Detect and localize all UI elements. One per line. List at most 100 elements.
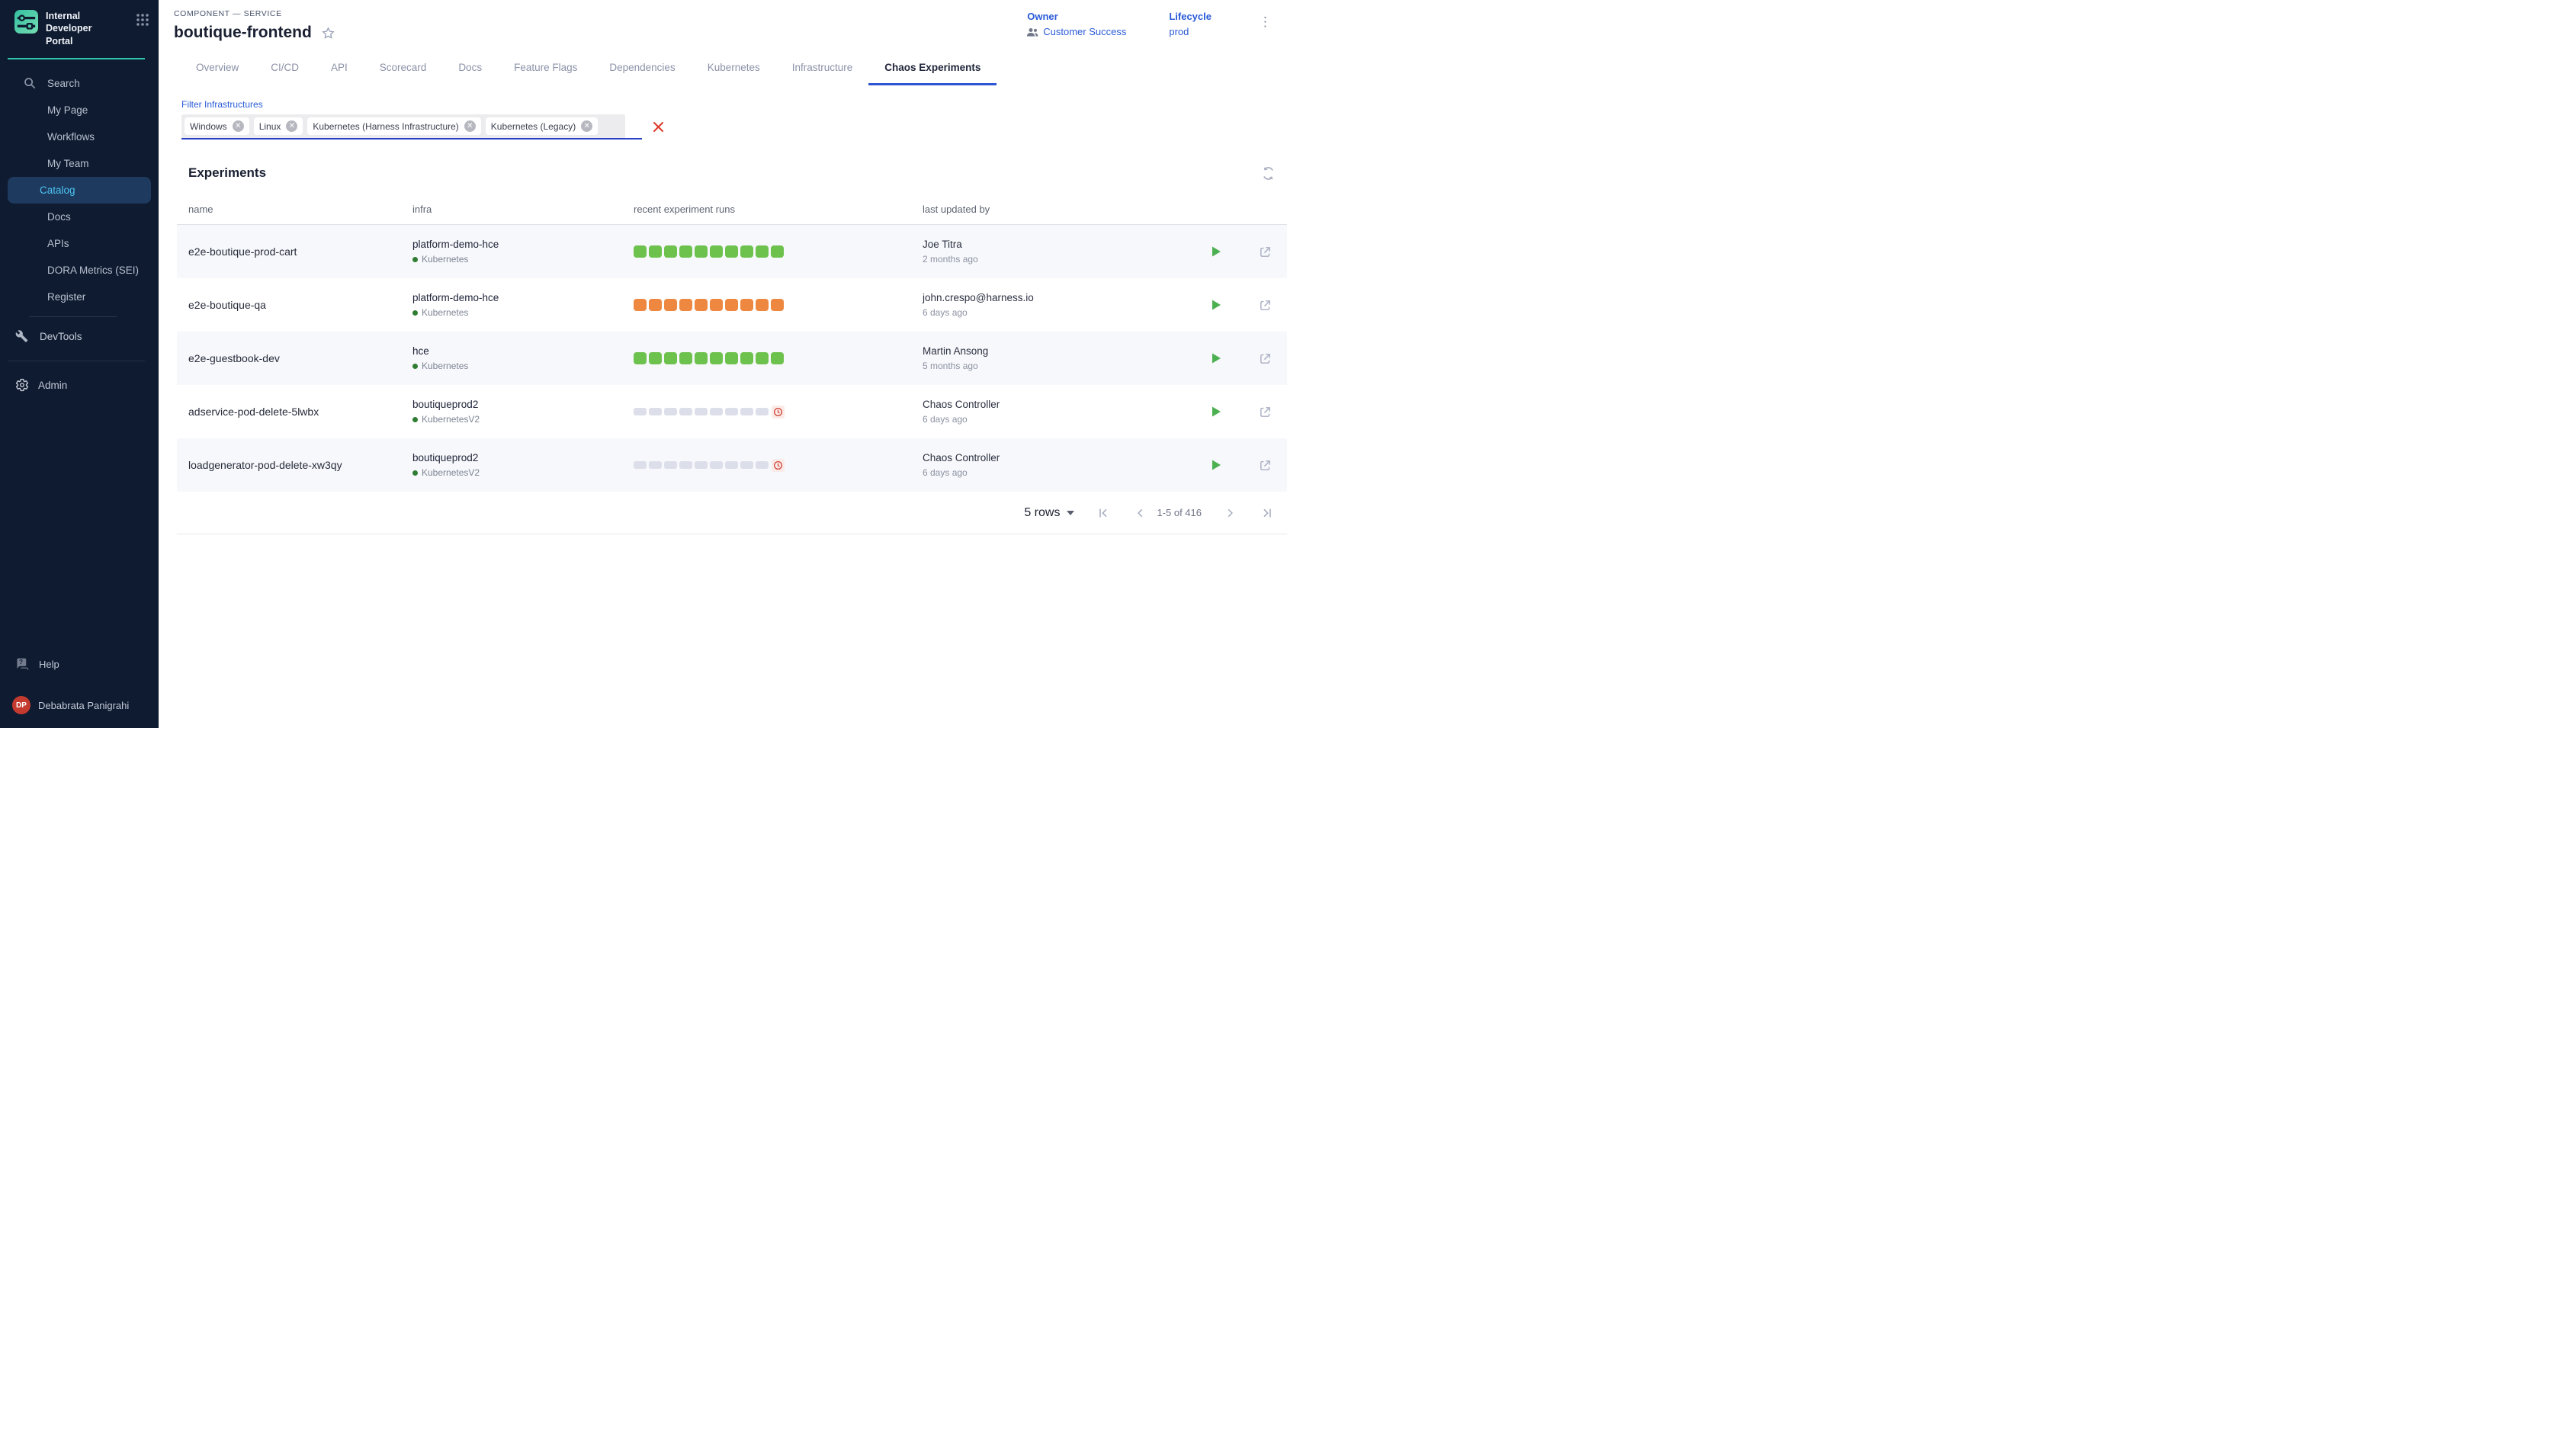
sidebar-item[interactable]: My Team bbox=[8, 150, 151, 177]
open-in-new-icon[interactable] bbox=[1259, 352, 1272, 365]
run-square-pending[interactable] bbox=[649, 408, 662, 415]
sidebar-item[interactable]: Register bbox=[8, 284, 151, 310]
tab[interactable]: CI/CD bbox=[271, 62, 300, 73]
run-square-pending[interactable] bbox=[664, 461, 677, 469]
table-row[interactable]: adservice-pod-delete-5lwbx boutiqueprod2… bbox=[177, 385, 1287, 438]
run-square-success[interactable] bbox=[664, 352, 677, 364]
run-square-success[interactable] bbox=[649, 352, 662, 364]
sidebar-item[interactable]: Catalog bbox=[8, 176, 151, 204]
run-square-failed[interactable] bbox=[679, 299, 692, 311]
run-square-success[interactable] bbox=[710, 245, 723, 258]
run-square-success[interactable] bbox=[756, 352, 769, 364]
run-square-success[interactable] bbox=[756, 245, 769, 258]
sidebar-item-admin[interactable]: Admin bbox=[0, 372, 159, 399]
chip-remove-icon[interactable]: ✕ bbox=[232, 120, 244, 132]
run-square-pending[interactable] bbox=[664, 408, 677, 415]
run-square-pending[interactable] bbox=[756, 461, 769, 469]
run-square-pending[interactable] bbox=[740, 408, 753, 415]
run-square-pending[interactable] bbox=[695, 461, 708, 469]
run-square-success[interactable] bbox=[649, 245, 662, 258]
tab[interactable]: API bbox=[331, 62, 348, 73]
run-square-success[interactable] bbox=[664, 245, 677, 258]
run-square-pending[interactable] bbox=[710, 461, 723, 469]
run-square-success[interactable] bbox=[634, 352, 647, 364]
sidebar-item-devtools[interactable]: DevTools bbox=[0, 323, 159, 350]
sidebar-item[interactable]: Docs bbox=[8, 204, 151, 230]
run-square-pending[interactable] bbox=[634, 408, 647, 415]
run-square-pending[interactable] bbox=[710, 408, 723, 415]
run-square-success[interactable] bbox=[695, 352, 708, 364]
open-in-new-icon[interactable] bbox=[1259, 406, 1272, 419]
owner-value-link[interactable]: Customer Success bbox=[1027, 26, 1126, 37]
table-row[interactable]: loadgenerator-pod-delete-xw3qy boutiquep… bbox=[177, 438, 1287, 492]
run-experiment-button[interactable] bbox=[1210, 459, 1222, 471]
open-in-new-icon[interactable] bbox=[1259, 299, 1272, 312]
open-in-new-icon[interactable] bbox=[1259, 245, 1272, 258]
run-experiment-button[interactable] bbox=[1210, 245, 1222, 258]
run-square-success[interactable] bbox=[771, 245, 784, 258]
run-square-success[interactable] bbox=[771, 352, 784, 364]
tab[interactable]: Feature Flags bbox=[514, 62, 578, 73]
sidebar-item[interactable]: APIs bbox=[8, 230, 151, 257]
sidebar-item[interactable]: Search bbox=[8, 70, 151, 97]
run-square-pending[interactable] bbox=[679, 408, 692, 415]
table-row[interactable]: e2e-guestbook-dev hce Kubernetes Martin … bbox=[177, 332, 1287, 385]
tab[interactable]: Dependencies bbox=[609, 62, 676, 73]
user-menu[interactable]: DP Debabrata Panigrahi bbox=[0, 693, 159, 717]
tab[interactable]: Chaos Experiments bbox=[868, 62, 997, 85]
run-square-pending[interactable] bbox=[649, 461, 662, 469]
tab[interactable]: Scorecard bbox=[379, 62, 427, 73]
run-square-success[interactable] bbox=[725, 245, 738, 258]
run-square-success[interactable] bbox=[679, 245, 692, 258]
filter-chips-input[interactable]: Windows ✕ Linux ✕ Kubernetes (Harness In… bbox=[181, 114, 626, 138]
tab[interactable]: Infrastructure bbox=[791, 62, 853, 73]
run-square-failed[interactable] bbox=[649, 299, 662, 311]
open-in-new-icon[interactable] bbox=[1259, 459, 1272, 472]
favorite-star-icon[interactable] bbox=[321, 26, 335, 40]
help-button[interactable]: ? Help bbox=[0, 652, 159, 676]
filter-infrastructures-link[interactable]: Filter Infrastructures bbox=[181, 99, 263, 110]
next-page-icon[interactable] bbox=[1221, 505, 1238, 521]
refresh-icon[interactable] bbox=[1261, 166, 1276, 181]
table-row[interactable]: e2e-boutique-qa platform-demo-hce Kubern… bbox=[177, 278, 1287, 332]
sidebar-item[interactable]: My Page bbox=[8, 97, 151, 123]
run-square-success[interactable] bbox=[740, 245, 753, 258]
run-square-success[interactable] bbox=[710, 352, 723, 364]
run-square-success[interactable] bbox=[679, 352, 692, 364]
run-square-pending[interactable] bbox=[756, 408, 769, 415]
sidebar-item[interactable]: Workflows bbox=[8, 123, 151, 150]
sidebar-item[interactable]: DORA Metrics (SEI) bbox=[8, 257, 151, 284]
first-page-icon[interactable] bbox=[1094, 504, 1112, 522]
chip-remove-icon[interactable]: ✕ bbox=[581, 120, 593, 132]
run-square-failed[interactable] bbox=[710, 299, 723, 311]
chip-remove-icon[interactable]: ✕ bbox=[464, 120, 476, 132]
run-square-success[interactable] bbox=[740, 352, 753, 364]
previous-page-icon[interactable] bbox=[1132, 505, 1149, 521]
run-square-success[interactable] bbox=[725, 352, 738, 364]
run-square-failed[interactable] bbox=[695, 299, 708, 311]
run-square-failed[interactable] bbox=[634, 299, 647, 311]
run-square-pending[interactable] bbox=[679, 461, 692, 469]
run-square-failed[interactable] bbox=[771, 299, 784, 311]
run-square-pending[interactable] bbox=[740, 461, 753, 469]
run-square-pending[interactable] bbox=[634, 461, 647, 469]
run-square-pending[interactable] bbox=[695, 408, 708, 415]
scheduled-run-clock-icon[interactable] bbox=[772, 405, 785, 419]
last-page-icon[interactable] bbox=[1258, 504, 1276, 522]
scheduled-run-clock-icon[interactable] bbox=[772, 458, 785, 472]
run-square-success[interactable] bbox=[695, 245, 708, 258]
run-experiment-button[interactable] bbox=[1210, 299, 1222, 311]
run-square-success[interactable] bbox=[634, 245, 647, 258]
run-square-pending[interactable] bbox=[725, 408, 738, 415]
rows-per-page-select[interactable]: 5 rows bbox=[1024, 506, 1075, 520]
tab[interactable]: Kubernetes bbox=[707, 62, 760, 73]
table-row[interactable]: e2e-boutique-prod-cart platform-demo-hce… bbox=[177, 225, 1287, 278]
run-square-pending[interactable] bbox=[725, 461, 738, 469]
more-options-icon[interactable]: ⋮ bbox=[1259, 14, 1272, 29]
run-experiment-button[interactable] bbox=[1210, 352, 1222, 364]
run-square-failed[interactable] bbox=[664, 299, 677, 311]
run-square-failed[interactable] bbox=[725, 299, 738, 311]
clear-filters-icon[interactable] bbox=[652, 120, 665, 133]
app-switcher-icon[interactable] bbox=[136, 13, 149, 27]
chip-remove-icon[interactable]: ✕ bbox=[286, 120, 298, 132]
